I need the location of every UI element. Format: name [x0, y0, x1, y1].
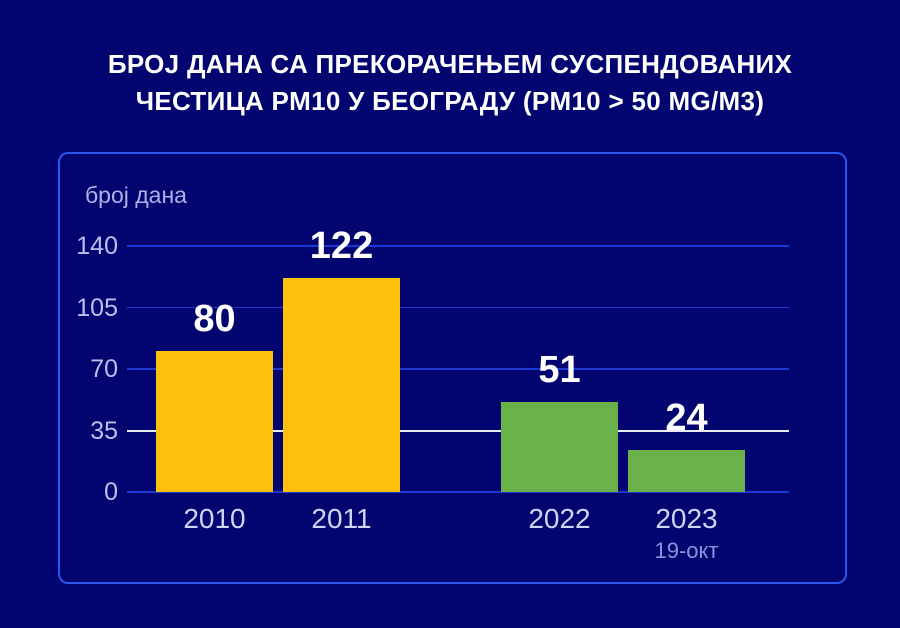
bar-value-label-2023: 24	[665, 396, 708, 439]
bar-value-label-2010: 80	[193, 298, 236, 341]
bar-2010	[156, 351, 273, 492]
x-axis-label-2022: 2022	[528, 503, 591, 534]
x-axis-label-2011: 2011	[311, 503, 372, 534]
page-title-line2: ЧЕСТИЦА PM10 У БЕОГРАДУ (PM10 > 50 MG/M3…	[135, 86, 765, 116]
bar-2011	[283, 277, 400, 492]
y-tick-label-70: 70	[90, 355, 118, 383]
bar-value-label-2011: 122	[309, 224, 374, 267]
bar-2023	[628, 449, 745, 492]
gridline-105	[127, 306, 789, 308]
gridline-70	[127, 368, 789, 370]
x-axis-label-2010: 2010	[183, 503, 246, 534]
page-title: БРОЈ ДАНА СА ПРЕКОРАЧЕЊЕМ СУСПЕНДОВАНИХ …	[0, 46, 900, 120]
x-axis-label-2023: 2023	[655, 503, 718, 534]
bar-chart-plot: 0 35 70 105 140 80 2010 122 2011 51 2022 24 2023 19-о…	[60, 154, 845, 582]
chart-panel: број дана 0 35 70 105 140 80 2010 122 2011 51 2022…	[58, 152, 847, 584]
x-axis-sublabel-2023: 19-окт	[654, 538, 719, 563]
y-tick-label-0: 0	[104, 478, 118, 506]
y-tick-label-140: 140	[76, 232, 118, 260]
limit-line-35	[127, 429, 789, 432]
y-tick-label-105: 105	[76, 293, 118, 322]
bar-2022	[501, 402, 618, 492]
gridline-0	[127, 491, 789, 493]
bar-value-label-2022: 51	[538, 349, 581, 392]
page-title-line1: БРОЈ ДАНА СА ПРЕКОРАЧЕЊЕМ СУСПЕНДОВАНИХ	[107, 49, 793, 79]
y-axis-title: број дана	[85, 182, 187, 208]
y-tick-label-35: 35	[90, 416, 118, 445]
gridline-140	[127, 245, 789, 247]
